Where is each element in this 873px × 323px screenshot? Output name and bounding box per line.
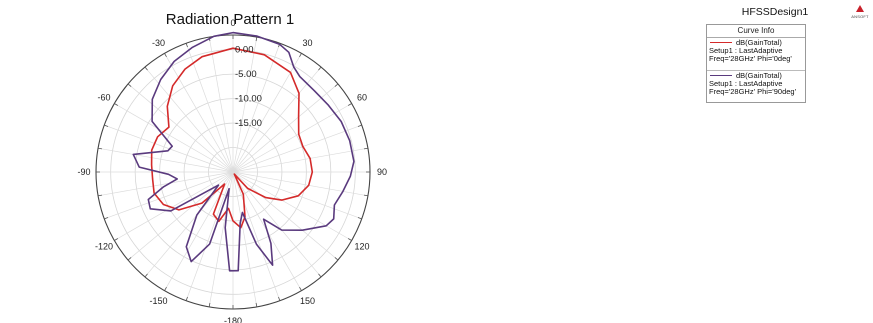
legend: HFSSDesign1 ANSOFT Curve Info dB(GainTot… bbox=[706, 3, 873, 103]
boundary-tick bbox=[185, 296, 188, 301]
boundary-tick bbox=[363, 147, 368, 150]
angle-tick-label: 120 bbox=[355, 242, 370, 252]
legend-header: HFSSDesign1 ANSOFT bbox=[706, 3, 873, 21]
boundary-tick bbox=[164, 53, 167, 58]
angle-tick-label: 30 bbox=[302, 38, 312, 48]
boundary-tick bbox=[299, 286, 302, 291]
boundary-tick bbox=[104, 124, 109, 127]
grid-spoke bbox=[232, 171, 339, 261]
boundary-tick bbox=[255, 37, 258, 42]
curves bbox=[132, 31, 355, 272]
design-name: HFSSDesign1 bbox=[741, 6, 809, 18]
boundary-tick bbox=[98, 147, 103, 150]
angle-tick-label: 60 bbox=[357, 93, 367, 103]
grid-spoke bbox=[208, 37, 234, 173]
legend-entry-freq: Freq='28GHz' Phi='0deg' bbox=[709, 54, 792, 63]
boundary-tick bbox=[357, 217, 362, 220]
boundary-tick bbox=[357, 124, 362, 127]
grid-spoke bbox=[232, 37, 258, 173]
series-line-0 bbox=[150, 47, 314, 229]
grid-spoke bbox=[232, 83, 339, 173]
grid-spoke bbox=[232, 171, 281, 301]
angle-tick-label: 90 bbox=[377, 167, 387, 177]
boundary-tick bbox=[334, 83, 339, 87]
curve-info-box: Curve Info dB(GainTotal) Setup1 : LastAd… bbox=[706, 24, 806, 103]
boundary-tick bbox=[144, 273, 148, 278]
grid-spoke bbox=[232, 124, 362, 173]
angle-tick-label: 150 bbox=[300, 296, 315, 306]
angle-tick-label: -90 bbox=[77, 167, 90, 177]
boundary-tick bbox=[363, 194, 368, 197]
legend-entry-name: dB(GainTotal) bbox=[736, 38, 782, 47]
legend-entry-phi-90: dB(GainTotal) Setup1 : LastAdaptive Freq… bbox=[707, 70, 805, 103]
legend-swatch-purple bbox=[710, 75, 732, 76]
grid-spoke bbox=[104, 171, 234, 220]
boundary-tick bbox=[164, 286, 167, 291]
ansoft-logo: ANSOFT bbox=[847, 3, 873, 21]
grid-spoke bbox=[104, 124, 234, 173]
legend-entry-setup: Setup1 : LastAdaptive bbox=[709, 79, 783, 88]
grid-spoke bbox=[114, 103, 234, 173]
series-line-1 bbox=[132, 31, 355, 272]
grid-spoke bbox=[232, 171, 368, 197]
boundary-tick bbox=[347, 238, 352, 241]
grid-spoke bbox=[114, 171, 234, 241]
grid-spoke bbox=[232, 66, 322, 173]
grid-spoke bbox=[144, 66, 234, 173]
boundary-tick bbox=[144, 66, 148, 71]
angle-tick-label: -60 bbox=[97, 93, 110, 103]
grid-spoke bbox=[232, 171, 258, 307]
grid-spoke bbox=[98, 147, 234, 173]
boundary-tick bbox=[299, 53, 302, 58]
logo-text: ANSOFT bbox=[851, 14, 869, 19]
grid-spoke bbox=[232, 103, 352, 173]
radial-tick-label: -10.00 bbox=[235, 94, 262, 105]
boundary-tick bbox=[208, 302, 211, 307]
grid-spoke bbox=[232, 171, 352, 241]
grid-spoke bbox=[185, 171, 234, 301]
angle-tick-label: -180 bbox=[224, 316, 242, 323]
ansoft-logo-icon bbox=[856, 5, 864, 12]
boundary-tick bbox=[318, 273, 322, 278]
legend-entry-phi-0: dB(GainTotal) Setup1 : LastAdaptive Freq… bbox=[707, 38, 805, 70]
grid-spoke bbox=[127, 83, 234, 173]
angle-tick-label: -120 bbox=[95, 242, 113, 252]
boundary-tick bbox=[104, 217, 109, 220]
radial-tick-label: -15.00 bbox=[235, 118, 262, 129]
boundary-tick bbox=[318, 66, 322, 71]
angle-tick-label: -150 bbox=[149, 296, 167, 306]
curve-info-header: Curve Info bbox=[707, 25, 805, 38]
boundary-tick bbox=[127, 257, 132, 261]
boundary-tick bbox=[114, 238, 119, 241]
grid-spoke bbox=[232, 171, 322, 278]
boundary-tick bbox=[255, 302, 258, 307]
angle-tick-label: -30 bbox=[152, 38, 165, 48]
boundary-tick bbox=[278, 296, 281, 301]
boundary-tick bbox=[98, 194, 103, 197]
grid-spoke bbox=[232, 147, 368, 173]
grid-spoke bbox=[185, 43, 234, 173]
legend-entry-freq: Freq='28GHz' Phi='90deg' bbox=[709, 87, 797, 96]
grid-spoke bbox=[232, 43, 281, 173]
boundary-tick bbox=[127, 83, 132, 87]
boundary-tick bbox=[334, 257, 339, 261]
axis-labels: 0 30 60 90 120 150 -180 -150 -120 -90 -60 -30 0.00 -5… bbox=[77, 18, 387, 323]
boundary-tick bbox=[114, 103, 119, 106]
chart-title: Radiation Pattern 1 bbox=[166, 11, 294, 28]
grid-spoke bbox=[98, 171, 234, 197]
radial-tick-label: -5.00 bbox=[235, 69, 257, 80]
legend-entry-name: dB(GainTotal) bbox=[736, 71, 782, 80]
grid-spoke bbox=[164, 53, 234, 173]
boundary-tick bbox=[347, 103, 352, 106]
polar-grid bbox=[95, 34, 371, 310]
angle-tick-label: 0 bbox=[230, 18, 235, 28]
legend-entry-setup: Setup1 : LastAdaptive bbox=[709, 46, 783, 55]
boundary-tick bbox=[185, 43, 188, 48]
radial-tick-label: 0.00 bbox=[235, 45, 254, 56]
legend-swatch-red bbox=[710, 42, 732, 43]
